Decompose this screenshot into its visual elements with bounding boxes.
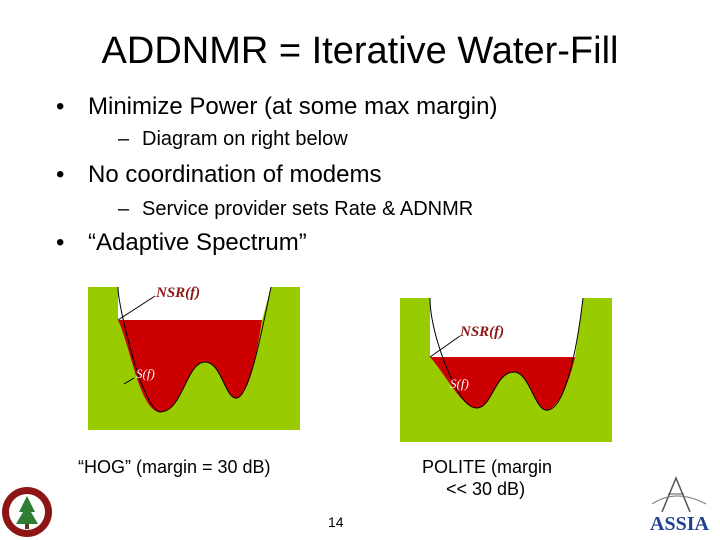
polite-headroom bbox=[430, 298, 583, 357]
assia-wordmark: ASSIA bbox=[650, 513, 709, 535]
bullet-2-text: No coordination of modems bbox=[88, 161, 382, 188]
bullet-dot: • bbox=[56, 229, 65, 256]
bullet-2: • No coordination of modems bbox=[56, 160, 381, 190]
polite-diagram: NSR(f) S(f) bbox=[400, 297, 612, 442]
hog-water-fill bbox=[118, 320, 262, 412]
sub-bullet-1-text: Diagram on right below bbox=[142, 128, 348, 150]
polite-nsr-label: NSR(f) bbox=[459, 324, 504, 340]
hog-nsr-pointer bbox=[117, 295, 156, 321]
seal-tree-icon bbox=[16, 496, 38, 524]
hog-headroom bbox=[118, 287, 271, 320]
sub-bullet-1: – Diagram on right below bbox=[118, 126, 348, 152]
slide-title: ADDNMR = Iterative Water-Fill bbox=[101, 30, 619, 72]
bullet-dot: • bbox=[56, 161, 65, 188]
bullet-1-text: Minimize Power (at some max margin) bbox=[88, 93, 498, 120]
hog-nsr-label: NSR(f) bbox=[155, 285, 200, 301]
polite-nsr-pointer bbox=[429, 335, 461, 358]
polite-s-label: S(f) bbox=[450, 376, 469, 391]
seal-trunk bbox=[25, 524, 29, 529]
polite-water-fill bbox=[430, 357, 575, 411]
polite-caption-line1: POLITE (margin bbox=[422, 457, 553, 477]
hog-s-pointer bbox=[123, 377, 135, 385]
polite-nsr-curve bbox=[429, 297, 584, 411]
bullet-3: • “Adaptive Spectrum” bbox=[56, 228, 307, 258]
hog-caption: “HOG” (margin = 30 dB) bbox=[78, 457, 271, 477]
bullet-3-text: “Adaptive Spectrum” bbox=[88, 229, 307, 256]
dash-marker: – bbox=[118, 198, 130, 220]
bridge-tower-icon bbox=[661, 476, 691, 513]
hog-nsr-curve bbox=[117, 286, 272, 413]
stanford-seal-logo bbox=[2, 487, 52, 537]
hog-diagram: NSR(f) S(f) bbox=[88, 285, 300, 430]
hog-s-label: S(f) bbox=[136, 366, 155, 381]
bridge-cable-icon bbox=[651, 495, 707, 505]
polite-caption-line2: << 30 dB) bbox=[446, 479, 526, 499]
sub-bullet-2: – Service provider sets Rate & ADNMR bbox=[118, 196, 473, 222]
dash-marker: – bbox=[118, 128, 130, 150]
assia-logo: ASSIA bbox=[650, 476, 709, 535]
bullet-dot: • bbox=[56, 93, 65, 120]
sub-bullet-2-text: Service provider sets Rate & ADNMR bbox=[142, 198, 474, 220]
bullet-1: • Minimize Power (at some max margin) bbox=[56, 92, 497, 122]
page-number: 14 bbox=[328, 514, 344, 530]
